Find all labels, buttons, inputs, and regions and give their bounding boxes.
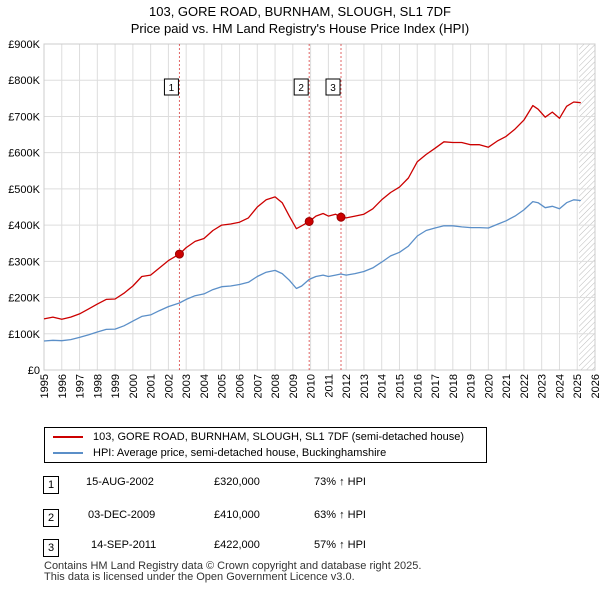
legend-item-property: 103, GORE ROAD, BURNHAM, SLOUGH, SL1 7DF…: [53, 429, 464, 445]
table-row: 2 03-DEC-2009 £410,000 63% ↑ HPI: [38, 507, 438, 527]
y-tick-label: £0: [28, 365, 40, 377]
plot-frame: [43, 43, 596, 371]
x-tick-label: 2004: [199, 374, 211, 398]
x-tick-label: 2011: [323, 374, 335, 398]
sale-date: 15-AUG-2002: [86, 476, 154, 488]
sale-point: [336, 212, 346, 222]
x-tick-label: 1996: [57, 374, 69, 398]
legend-swatch-hpi: [53, 452, 83, 455]
x-tick-label: 2005: [217, 374, 229, 398]
x-tick-label: 2009: [288, 374, 300, 398]
table-row: 1 15-AUG-2002 £320,000 73% ↑ HPI: [38, 474, 438, 494]
x-tick-label: 2013: [359, 374, 371, 398]
sale-label-box: [325, 78, 341, 96]
sale-price: £422,000: [214, 539, 260, 551]
x-tick-label: 2003: [181, 374, 193, 398]
legend-label-property: 103, GORE ROAD, BURNHAM, SLOUGH, SL1 7DF…: [93, 431, 465, 443]
x-tick-label: 2000: [128, 374, 140, 398]
footer-copyright: Contains HM Land Registry data © Crown c…: [44, 560, 422, 572]
sale-label-text: 1: [169, 83, 175, 94]
forecast-region: [579, 44, 595, 370]
x-tick-label: 2023: [537, 374, 549, 398]
footer-licence: This data is licensed under the Open Gov…: [44, 571, 355, 583]
x-tick-label: 2020: [483, 374, 495, 398]
sale-label-text: 3: [330, 83, 336, 94]
sale-hpi-change: 57% ↑ HPI: [314, 539, 366, 551]
x-tick-label: 2018: [448, 374, 460, 398]
y-tick-label: £600K: [8, 148, 40, 160]
x-tick-label: 2025: [572, 374, 584, 398]
legend-item-hpi: HPI: Average price, semi-detached house,…: [53, 445, 386, 461]
y-tick-label: £300K: [8, 256, 40, 268]
sale-date: 14-SEP-2011: [91, 539, 157, 551]
chart-title-line1: 103, GORE ROAD, BURNHAM, SLOUGH, SL1 7DF: [149, 4, 451, 19]
legend: 103, GORE ROAD, BURNHAM, SLOUGH, SL1 7DF…: [44, 427, 487, 463]
chart-title: 103, GORE ROAD, BURNHAM, SLOUGH, SL1 7DF…: [0, 3, 600, 37]
x-tick-label: 2017: [430, 374, 442, 398]
sale-hpi-change: 63% ↑ HPI: [314, 509, 366, 521]
y-tick-label: £500K: [8, 184, 40, 196]
x-tick-label: 2008: [270, 374, 282, 398]
x-tick-label: 2001: [146, 374, 158, 398]
x-tick-label: 2019: [466, 374, 478, 398]
x-tick-label: 2021: [501, 374, 513, 398]
x-tick-label: 2015: [394, 374, 406, 398]
y-tick-label: £400K: [8, 220, 40, 232]
x-tick-label: 2006: [235, 374, 247, 398]
x-tick-label: 1999: [110, 374, 122, 398]
sale-date: 03-DEC-2009: [88, 509, 156, 521]
sale-point: [304, 216, 314, 226]
y-tick-label: £800K: [8, 75, 40, 87]
x-tick-label: 2012: [341, 374, 353, 398]
x-tick-label: 2007: [252, 374, 264, 398]
chart-title-line2: Price paid vs. HM Land Registry's House …: [130, 21, 470, 36]
legend-label-hpi: HPI: Average price, semi-detached house,…: [93, 447, 387, 459]
sale-number-badge: 1: [43, 476, 59, 494]
sale-point: [174, 249, 184, 259]
x-tick-label: 2022: [519, 374, 531, 398]
sale-label-box: [163, 78, 179, 96]
plot-area: [44, 44, 595, 370]
sale-number-badge: 2: [43, 509, 59, 527]
x-tick-label: 2024: [554, 374, 566, 398]
x-tick-label: 2026: [590, 374, 600, 398]
property-series-line: [43, 101, 581, 320]
x-tick-label: 2016: [412, 374, 424, 398]
sale-price: £320,000: [214, 476, 260, 488]
x-tick-label: 1997: [75, 374, 87, 398]
hpi-series-line: [43, 199, 581, 342]
x-tick-label: 2002: [163, 374, 175, 398]
sale-number-badge: 3: [43, 539, 59, 557]
legend-swatch-property: [53, 436, 83, 439]
footer: Contains HM Land Registry data © Crown c…: [44, 561, 421, 583]
sale-hpi-change: 73% ↑ HPI: [314, 476, 366, 488]
sale-label-text: 2: [298, 83, 304, 94]
x-tick-label: 2010: [306, 374, 318, 398]
chart: £0 £100K £200K £300K £400K £500K £600K £700K £80…: [8, 39, 600, 398]
x-tick-label: 1998: [92, 374, 104, 398]
y-tick-label: £200K: [8, 293, 40, 305]
sale-label-box: [293, 78, 309, 96]
x-tick-label: 1995: [39, 374, 51, 398]
y-tick-label: £700K: [8, 111, 40, 123]
table-row: 3 14-SEP-2011 £422,000 57% ↑ HPI: [38, 537, 438, 557]
sale-price: £410,000: [214, 509, 260, 521]
y-tick-label: £100K: [8, 329, 40, 341]
y-tick-label: £900K: [8, 39, 40, 51]
x-tick-label: 2014: [377, 374, 389, 398]
